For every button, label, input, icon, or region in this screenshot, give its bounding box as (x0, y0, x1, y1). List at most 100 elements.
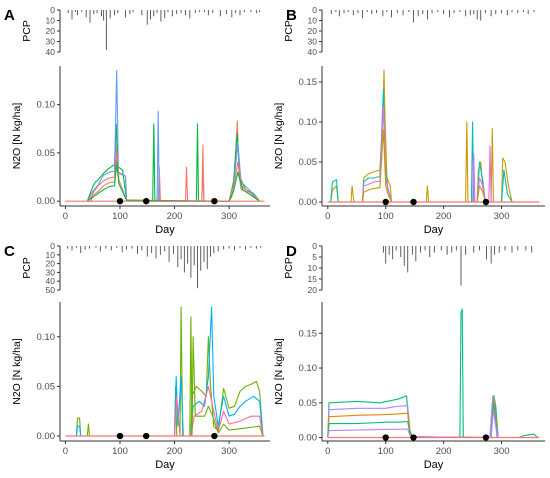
precip-tick-label: 20 (308, 285, 318, 295)
precip-tick-label: 10 (308, 16, 318, 26)
event-marker (410, 434, 417, 441)
x-tick-label: 200 (167, 446, 183, 457)
panel-label: B (286, 7, 297, 24)
event-marker (482, 434, 490, 441)
x-tick-label: 100 (378, 211, 394, 222)
y-tick-label: 0.15 (299, 328, 318, 339)
y-tick-label: 0.00 (37, 196, 56, 207)
event-marker (382, 198, 389, 206)
y-tick-label: 0.05 (37, 381, 56, 392)
y-axis-label: N2O [N kg/ha] (273, 338, 285, 405)
panel-label: D (286, 243, 297, 260)
series-line (189, 316, 264, 437)
precip-tick-label: 0 (312, 5, 317, 15)
series-line (86, 162, 260, 202)
precip-tick-label: 40 (46, 47, 56, 57)
precip-tick-label: 20 (308, 26, 318, 36)
precip-tick-label: 15 (308, 274, 318, 284)
series-line (75, 306, 264, 437)
panel-label: A (4, 7, 15, 24)
series-line (173, 385, 264, 437)
panel-label: C (4, 243, 15, 260)
x-axis-label: Day (155, 459, 175, 471)
x-tick-label: 0 (63, 446, 68, 457)
precip-tick-label: 30 (46, 267, 56, 277)
series-line (327, 409, 499, 439)
x-tick-label: 200 (436, 211, 452, 222)
series-line (361, 129, 486, 203)
precip-tick-label: 0 (50, 5, 55, 15)
precip-bars (382, 246, 533, 286)
x-tick-label: 200 (167, 211, 183, 222)
x-axis-label: Day (424, 459, 444, 471)
x-tick-label: 100 (112, 446, 128, 457)
y-tick-label: 0.05 (37, 148, 56, 159)
precip-axis-label: PCP (21, 20, 33, 42)
event-marker (142, 197, 150, 205)
precip-tick-label: 10 (46, 250, 56, 260)
x-tick-label: 300 (221, 446, 237, 457)
event-marker (116, 432, 124, 440)
precip-bars (67, 246, 262, 289)
event-marker (142, 432, 150, 440)
x-tick-label: 300 (221, 211, 237, 222)
precip-axis-label: PCP (283, 257, 295, 279)
precip-tick-label: 40 (46, 276, 56, 286)
precip-tick-label: 5 (312, 252, 317, 262)
event-marker (382, 434, 389, 441)
series-line (86, 123, 261, 202)
series-group (75, 306, 264, 437)
y-tick-label: 0.10 (299, 363, 318, 374)
precip-tick-label: 0 (312, 241, 317, 251)
y-tick-label: 0.05 (299, 398, 318, 409)
x-tick-label: 0 (325, 211, 330, 222)
event-marker (482, 198, 490, 206)
x-tick-label: 100 (378, 446, 394, 457)
precip-tick-label: 20 (46, 26, 56, 36)
series-line (87, 120, 260, 202)
precip-tick-label: 10 (46, 16, 56, 26)
x-axis-label: Day (155, 224, 175, 236)
series-line (327, 398, 499, 439)
x-tick-label: 0 (63, 211, 68, 222)
series-group (86, 70, 261, 202)
x-tick-label: 0 (325, 446, 330, 457)
precip-tick-label: 30 (46, 37, 56, 47)
y-tick-label: 0.00 (37, 431, 56, 442)
y-tick-label: 0.00 (299, 197, 318, 208)
series-line (330, 69, 513, 203)
series-group (327, 308, 538, 439)
event-marker (211, 432, 218, 440)
precip-axis-label: PCP (21, 257, 33, 279)
precip-tick-label: 40 (308, 47, 318, 57)
precip-tick-label: 0 (50, 241, 55, 251)
event-marker (410, 198, 417, 206)
y-tick-label: 0.10 (37, 332, 56, 343)
event-marker (211, 197, 218, 205)
precip-tick-label: 50 (46, 285, 56, 295)
y-axis-label: N2O [N kg/ha] (11, 103, 23, 170)
x-axis-label: Day (424, 224, 444, 236)
x-tick-label: 300 (494, 446, 510, 457)
y-axis-label: N2O [N kg/ha] (11, 338, 23, 405)
y-tick-label: 0.10 (37, 100, 56, 111)
precip-bars (330, 10, 535, 23)
series-line (330, 89, 513, 203)
series-group (330, 69, 513, 203)
precip-tick-label: 20 (46, 259, 56, 269)
x-tick-label: 300 (494, 211, 510, 222)
x-tick-label: 100 (112, 211, 128, 222)
precip-axis-label: PCP (283, 20, 295, 42)
x-tick-label: 200 (436, 446, 452, 457)
precip-tick-label: 10 (308, 263, 318, 273)
precip-tick-label: 30 (308, 37, 318, 47)
precip-bars (67, 10, 261, 50)
y-tick-label: 0.05 (299, 157, 318, 168)
y-axis-label: N2O [N kg/ha] (273, 103, 285, 170)
series-line (327, 308, 502, 439)
